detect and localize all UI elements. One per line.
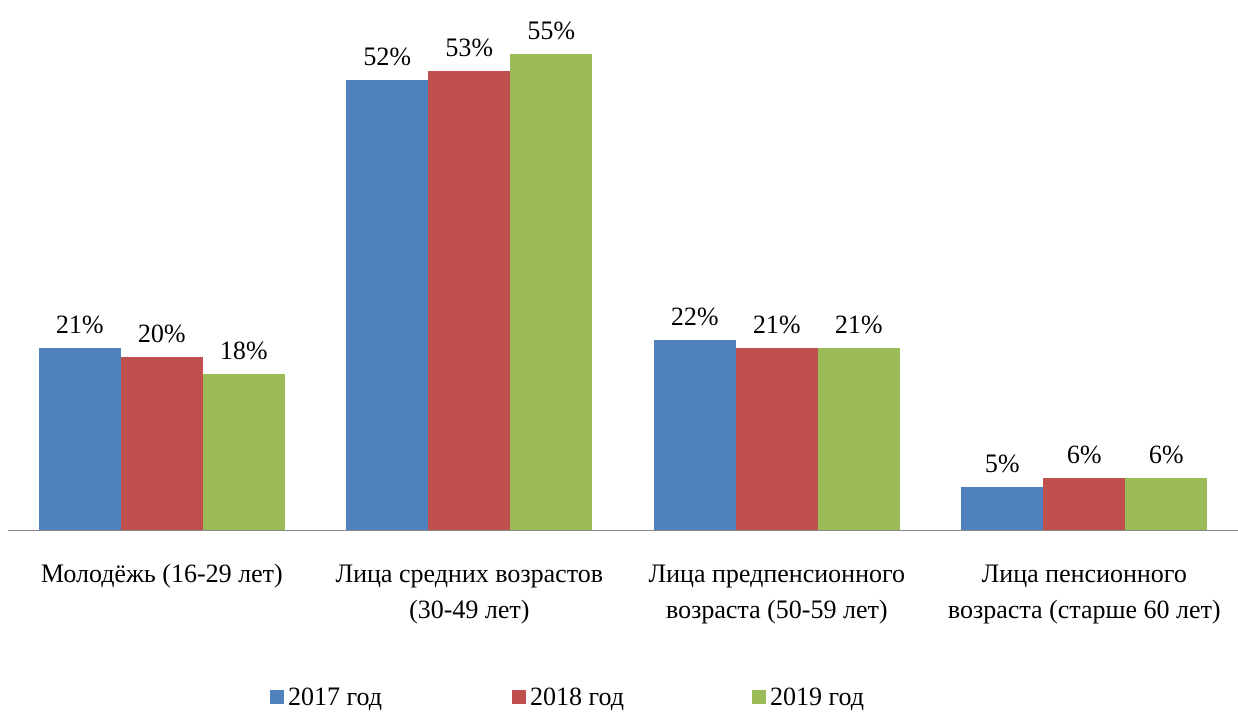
bar <box>346 79 429 530</box>
legend-item: 2018 год <box>512 682 624 712</box>
bar <box>817 348 900 530</box>
legend-label: 2017 год <box>288 682 382 711</box>
value-label: 21% <box>752 310 801 340</box>
value-label: 6% <box>1148 440 1184 470</box>
value-label: 18% <box>219 336 268 366</box>
x-tick-label: Лица пенсионного возраста (старше 60 лет… <box>947 559 1221 624</box>
legend-item: 2019 год <box>752 682 864 712</box>
value-label: 21% <box>55 310 104 340</box>
bar <box>653 339 736 530</box>
bar <box>735 348 818 530</box>
bar <box>510 54 593 530</box>
bar <box>202 374 285 530</box>
value-label: 22% <box>670 301 719 331</box>
baseline <box>8 530 1238 531</box>
x-tick-label: Молодёжь (16-29 лет) <box>40 559 283 588</box>
bar <box>1125 478 1208 530</box>
legend-swatch <box>752 690 766 704</box>
value-label: 52% <box>363 41 412 71</box>
x-tick-label: Лица средних возрастов (30-49 лет) <box>335 559 604 624</box>
bar <box>1043 478 1126 530</box>
value-label: 6% <box>1066 440 1102 470</box>
bar <box>961 486 1044 530</box>
legend-swatch <box>512 690 526 704</box>
value-label: 53% <box>445 33 494 63</box>
legend-label: 2018 год <box>530 682 624 711</box>
x-tick-label: Лица предпенсионного возраста (50-59 лет… <box>648 559 905 624</box>
value-label: 55% <box>527 16 576 45</box>
legend-item: 2017 год <box>270 682 382 712</box>
value-label: 20% <box>137 318 186 348</box>
bar <box>120 356 203 530</box>
legend-label: 2019 год <box>770 682 864 711</box>
legend-swatch <box>270 690 284 704</box>
bar <box>38 348 121 530</box>
bar <box>428 71 511 530</box>
value-label: 21% <box>834 310 883 340</box>
value-label: 5% <box>984 448 1020 478</box>
